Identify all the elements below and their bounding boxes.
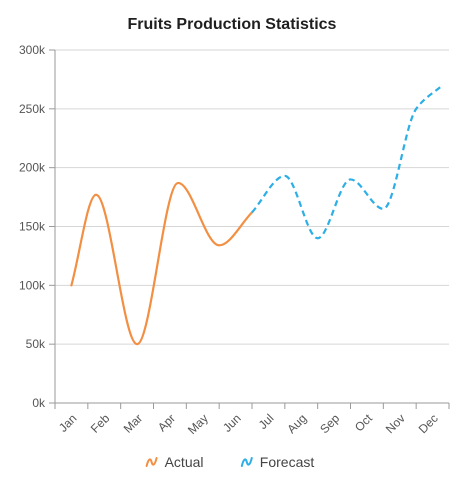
legend-label: Forecast	[260, 454, 315, 470]
legend-marker-icon	[145, 457, 158, 467]
axes: 0k 50k 100k 150k 200k 250k 300k Jan Feb Mar Apr May…	[19, 43, 450, 437]
y-tick-label: 50k	[26, 337, 46, 351]
x-tick-label: Jan	[56, 411, 80, 435]
legend-item-actual[interactable]: Actual	[145, 454, 204, 470]
series-line-forecast[interactable]	[251, 84, 444, 240]
legend[interactable]: Actual Forecast	[145, 454, 315, 470]
y-tick-label: 200k	[19, 161, 46, 175]
y-tick-label: 0k	[32, 396, 46, 410]
series-line-actual[interactable]	[70, 181, 254, 346]
x-tick-label: Sep	[317, 411, 342, 436]
x-tick-label: Aug	[284, 411, 309, 436]
x-tick-label: Dec	[416, 411, 441, 436]
x-tick-label: Jun	[220, 411, 244, 435]
x-tick-label: Feb	[88, 411, 113, 436]
legend-label: Actual	[165, 454, 204, 470]
x-tick-label: Mar	[121, 411, 146, 436]
x-tick-label: Nov	[383, 411, 408, 436]
legend-item-forecast[interactable]: Forecast	[240, 454, 315, 470]
grid-lines	[55, 49, 449, 345]
legend-marker-icon	[240, 457, 253, 467]
y-tick-label: 100k	[19, 278, 46, 292]
chart-title: Fruits Production Statistics	[128, 16, 337, 33]
x-tick-label: Oct	[352, 411, 376, 435]
y-tick-label: 150k	[19, 220, 46, 234]
series-lines	[70, 84, 444, 346]
x-tick-label: Jul	[256, 411, 277, 432]
y-tick-label: 300k	[19, 43, 46, 57]
x-tick-label: May	[185, 411, 211, 437]
y-tick-label: 250k	[19, 102, 46, 116]
x-tick-label: Apr	[155, 411, 178, 434]
